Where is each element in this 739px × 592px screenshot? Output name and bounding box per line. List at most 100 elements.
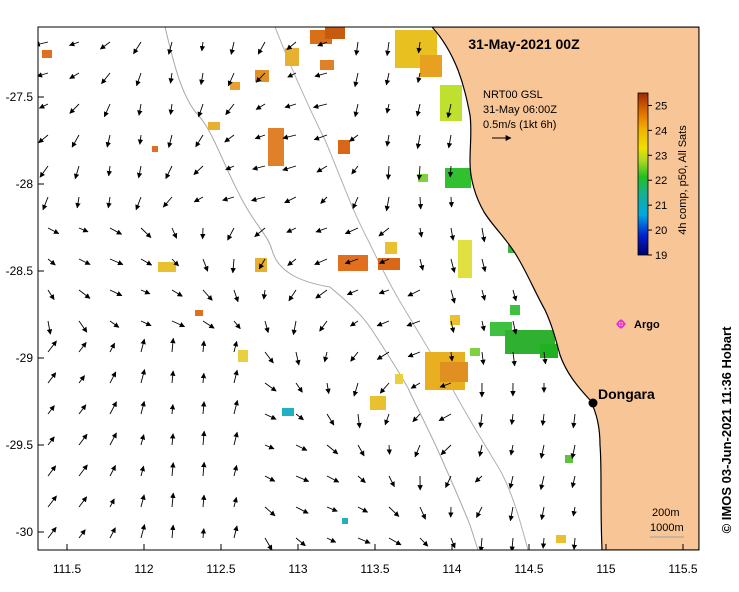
current-arrow: [71, 134, 80, 148]
current-arrow: [446, 134, 453, 149]
y-tick-label: -30: [16, 525, 34, 539]
current-arrow: [68, 41, 80, 47]
current-arrow: [406, 320, 421, 327]
current-arrow: [38, 103, 49, 109]
x-tick-label: 114: [442, 562, 461, 576]
current-arrow: [264, 444, 275, 450]
current-arrow: [539, 475, 545, 491]
map-title: 31-May-2021 00Z: [468, 36, 580, 52]
current-arrow: [109, 527, 116, 539]
current-arrow: [169, 433, 176, 446]
current-arrow: [323, 351, 329, 363]
current-arrow: [385, 103, 391, 114]
current-arrow: [376, 320, 390, 327]
current-arrow: [109, 227, 123, 235]
current-arrow: [168, 103, 174, 116]
current-arrow: [385, 134, 391, 147]
scale-label: 0.5m/s (1kt 6h): [483, 119, 556, 131]
current-arrow: [171, 227, 178, 239]
product-name: NRT00 GSL: [483, 89, 543, 101]
current-arrow: [75, 196, 81, 209]
current-arrow: [291, 320, 297, 336]
current-arrow: [540, 413, 546, 426]
current-arrow: [287, 72, 297, 78]
current-arrow: [351, 165, 359, 175]
current-arrow: [264, 320, 270, 334]
current-arrow: [171, 258, 179, 267]
current-arrow: [232, 340, 239, 353]
current-arrow: [233, 369, 239, 384]
current-arrow: [227, 227, 235, 241]
y-tick-label: -28: [16, 177, 34, 191]
current-arrow: [171, 289, 183, 297]
current-arrow: [314, 258, 328, 265]
current-arrow: [224, 134, 235, 143]
current-arrow: [47, 340, 57, 353]
current-arrow: [170, 462, 176, 477]
current-arrow: [346, 289, 359, 296]
current-arrow: [109, 289, 123, 297]
current-arrow: [445, 475, 452, 488]
current-arrow: [101, 72, 111, 85]
current-arrow: [69, 103, 80, 114]
credit-text: © IMOS 03-Jun-2021 11:36 Hobart: [719, 326, 734, 533]
current-arrow: [233, 431, 239, 446]
colorbar-tick-label: 21: [655, 200, 667, 212]
current-arrow: [481, 258, 487, 273]
current-arrow: [353, 103, 359, 118]
current-arrow: [352, 382, 359, 397]
current-arrow: [38, 134, 49, 144]
current-arrow: [200, 494, 207, 508]
current-arrow: [438, 413, 452, 421]
colorbar-title: 4h comp, p50, All Sats: [677, 125, 689, 235]
colorbar-tick-label: 22: [655, 175, 667, 187]
current-arrow: [447, 165, 454, 178]
current-arrow: [233, 525, 239, 539]
current-arrow: [412, 413, 421, 423]
current-arrow: [316, 165, 328, 173]
current-arrow: [378, 227, 390, 237]
current-arrow: [200, 340, 207, 353]
current-arrow: [571, 506, 577, 517]
current-arrow: [255, 72, 266, 83]
plot-frame: [37, 26, 700, 551]
current-arrow: [388, 506, 400, 517]
current-arrow: [47, 372, 57, 384]
current-arrow: [109, 320, 120, 328]
current-arrow: [352, 196, 359, 210]
argo-marker[interactable]: [616, 319, 626, 329]
current-arrow: [167, 134, 173, 149]
current-arrow: [47, 258, 56, 266]
current-arrow: [315, 227, 328, 233]
legend-200m: 200m: [652, 507, 680, 519]
current-arrow: [167, 41, 173, 55]
current-arrow: [419, 506, 426, 520]
current-arrow: [254, 134, 266, 140]
current-arrow: [47, 436, 55, 446]
current-arrow: [542, 351, 548, 365]
current-arrow: [140, 523, 146, 539]
colorbar-tick-label: 20: [655, 225, 667, 237]
current-arrow: [295, 475, 310, 482]
current-arrow: [480, 227, 487, 243]
x-tick-label: 112.5: [206, 562, 235, 576]
current-arrow: [295, 506, 309, 514]
current-arrow: [162, 196, 173, 208]
colorbar-tick-label: 23: [655, 150, 667, 162]
current-arrow: [171, 320, 186, 328]
current-arrow: [38, 41, 49, 47]
current-arrow: [353, 72, 359, 88]
current-arrow: [135, 196, 142, 211]
dongara-marker[interactable]: [588, 398, 598, 408]
current-arrow: [109, 498, 115, 508]
current-arrow: [78, 464, 88, 477]
x-tick-label: 115: [596, 562, 615, 576]
current-arrow: [317, 41, 328, 47]
current-arrow: [139, 434, 146, 446]
current-arrow: [140, 227, 152, 238]
current-arrow: [570, 444, 576, 459]
current-arrow: [200, 528, 207, 539]
current-arrow: [201, 430, 207, 446]
current-arrow: [286, 41, 297, 51]
current-arrow: [78, 320, 88, 333]
